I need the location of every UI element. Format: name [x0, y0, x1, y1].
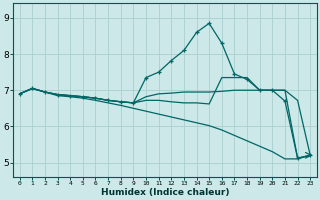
X-axis label: Humidex (Indice chaleur): Humidex (Indice chaleur) [101, 188, 229, 197]
